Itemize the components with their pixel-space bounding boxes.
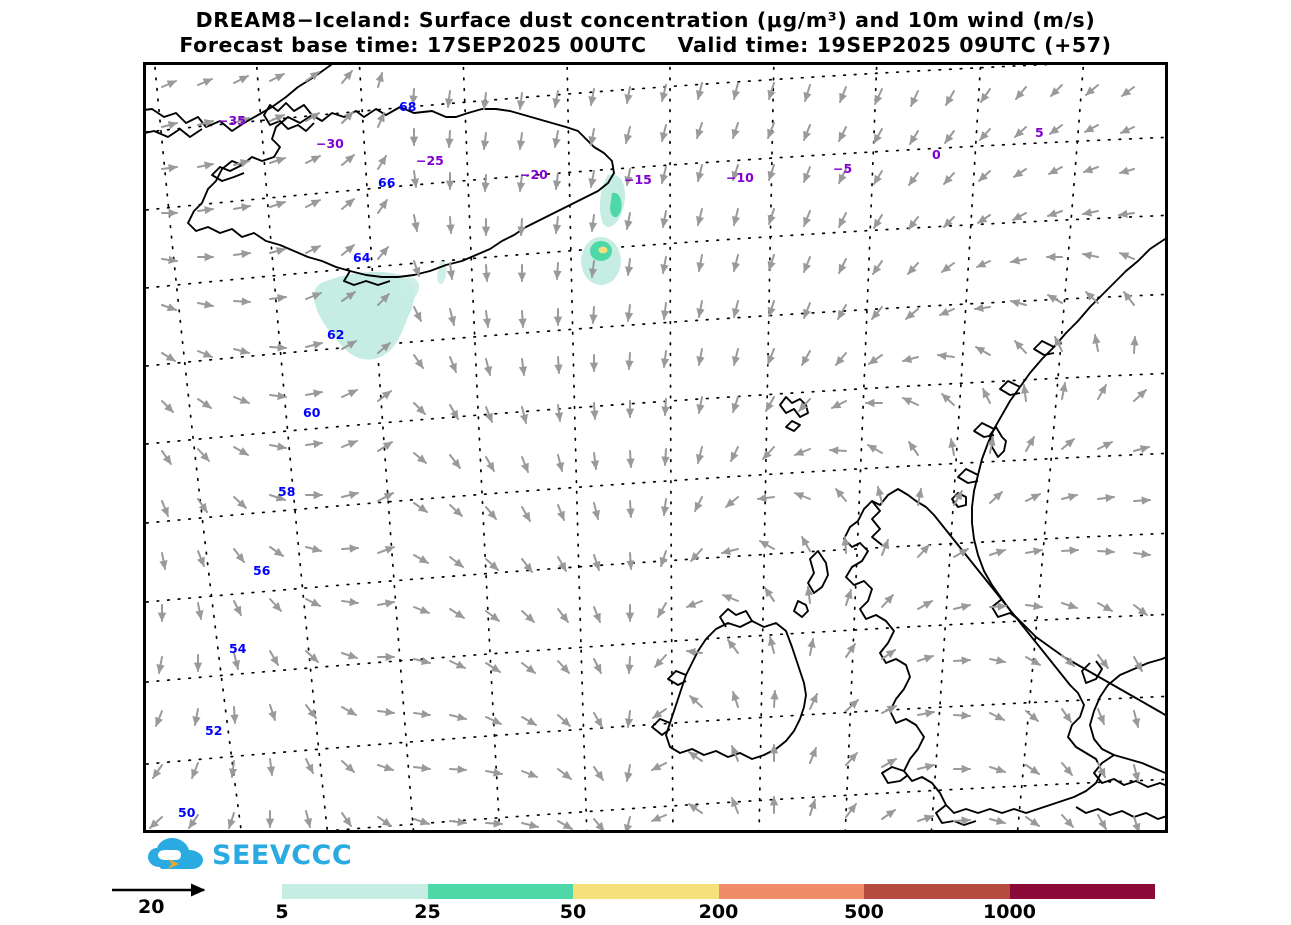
- title-line-1: DREAM8−Iceland: Surface dust concentrati…: [195, 8, 1096, 32]
- wind-row-8: [161, 382, 1147, 424]
- wind-row-13: [156, 636, 1143, 674]
- wind-row-2: [161, 111, 1135, 150]
- dust-colorbar[interactable]: [282, 884, 1155, 899]
- seevccc-logo: SEEVCCC: [146, 836, 356, 874]
- coastline-norway: [971, 238, 1165, 716]
- coastline-iceland-south-detail: [343, 270, 391, 286]
- chevron-icon: [168, 859, 179, 869]
- wind-scale-legend: 20: [108, 880, 232, 922]
- colorbar-tick: 1000: [983, 901, 1036, 923]
- wind-row-14: [155, 690, 1141, 728]
- coastline-norway-fjord-a: [1033, 340, 1055, 356]
- wind-row-3: [161, 154, 1135, 192]
- wind-scale-value: 20: [138, 896, 165, 918]
- colorbar-tick: 200: [698, 901, 739, 923]
- coastline-snaefellsnes: [211, 164, 245, 182]
- cloud-icon: [148, 838, 203, 869]
- coastline-greenland-inner: [146, 128, 203, 138]
- colorbar-tick-labels: 5 25 50 200 500 1000: [275, 899, 1156, 925]
- colorbar-tick: 5: [275, 901, 289, 923]
- coastline-english-channel: [935, 804, 977, 826]
- colorbar-tick: 25: [414, 901, 441, 923]
- colorbar-segment-50: [573, 884, 719, 899]
- wind-row-7: [161, 334, 1139, 376]
- colorbar-segment-1000: [1009, 884, 1155, 899]
- dust-plume-east-lobe: [399, 277, 420, 301]
- coastline-france-north: [1075, 806, 1165, 820]
- coastline-norway-south: [991, 598, 1019, 620]
- colorbar-tick-cell: 5: [275, 899, 428, 925]
- coastline-scotland-firths: [871, 500, 883, 546]
- wind-row-11: [159, 536, 1151, 573]
- wind-row-9: [161, 436, 1150, 473]
- dust-concentration-field: [313, 174, 626, 360]
- wind-row-6: [161, 291, 1135, 328]
- colorbar-tick-cell: 200: [699, 899, 865, 925]
- coastline-greenland: [146, 65, 333, 132]
- colorbar-tick-cell: 25: [414, 899, 574, 925]
- coastline-norway-fjord-d: [957, 468, 979, 484]
- dust-coast-streak-b: [610, 192, 622, 218]
- coastline-iceland: [187, 106, 615, 278]
- coastline-faroe: [779, 396, 809, 418]
- title-line-2: Forecast base time: 17SEP2025 00UTC Vali…: [179, 33, 1112, 57]
- colorbar-tick: 500: [844, 901, 884, 923]
- coastline-wales: [881, 766, 909, 784]
- dust-source-core: [598, 246, 608, 254]
- coastline-faroe-b: [785, 420, 801, 432]
- coastline-norway-fjord-b: [999, 380, 1021, 396]
- map-canvas: [146, 65, 1165, 830]
- colorbar-segment-200: [718, 884, 864, 899]
- wind-row-10: [160, 486, 1151, 522]
- coastline-ireland-west-bays: [667, 670, 687, 686]
- coastline-hebrides-b: [793, 600, 809, 618]
- colorbar-tick: 50: [559, 901, 587, 923]
- coastline-hebrides: [807, 550, 829, 594]
- coastline-ireland-north: [719, 608, 753, 628]
- wind-row-15: [152, 744, 1141, 782]
- coastline-ireland: [665, 620, 807, 760]
- wind-row-4: [161, 198, 1135, 236]
- colorbar-segment-25: [427, 884, 573, 899]
- dust-plume-main: [313, 271, 415, 360]
- wind-row-12: [157, 586, 1148, 623]
- chart-title-block: DREAM8−Iceland: Surface dust concentrati…: [0, 8, 1291, 58]
- coastline-norway-fjord-c: [973, 422, 995, 438]
- colorbar-segment-500: [864, 884, 1010, 899]
- colorbar-tick-cell: 1000: [983, 899, 1156, 925]
- dust-inland-wisp: [437, 260, 447, 285]
- wind-scale-arrow-icon: [112, 883, 206, 897]
- map-plot-area[interactable]: 68 66 64 62 60 58 56 54 52 50 −35 −30 −2…: [143, 62, 1168, 833]
- wind-row-16: [149, 796, 1141, 830]
- coastlines: [146, 65, 1165, 826]
- colorbar-tick-cell: 500: [844, 899, 1010, 925]
- logo-text: SEEVCCC: [212, 839, 353, 871]
- wind-vector-field: [149, 70, 1151, 830]
- colorbar-tick-cell: 50: [560, 899, 719, 925]
- colorbar-segment-5: [282, 884, 428, 899]
- wind-row-5: [161, 244, 1135, 282]
- coastline-westfjords: [263, 102, 315, 132]
- coastline-ireland-sw: [651, 718, 671, 736]
- coastline-great-britain: [843, 488, 1103, 814]
- wind-row-1: [161, 70, 1135, 110]
